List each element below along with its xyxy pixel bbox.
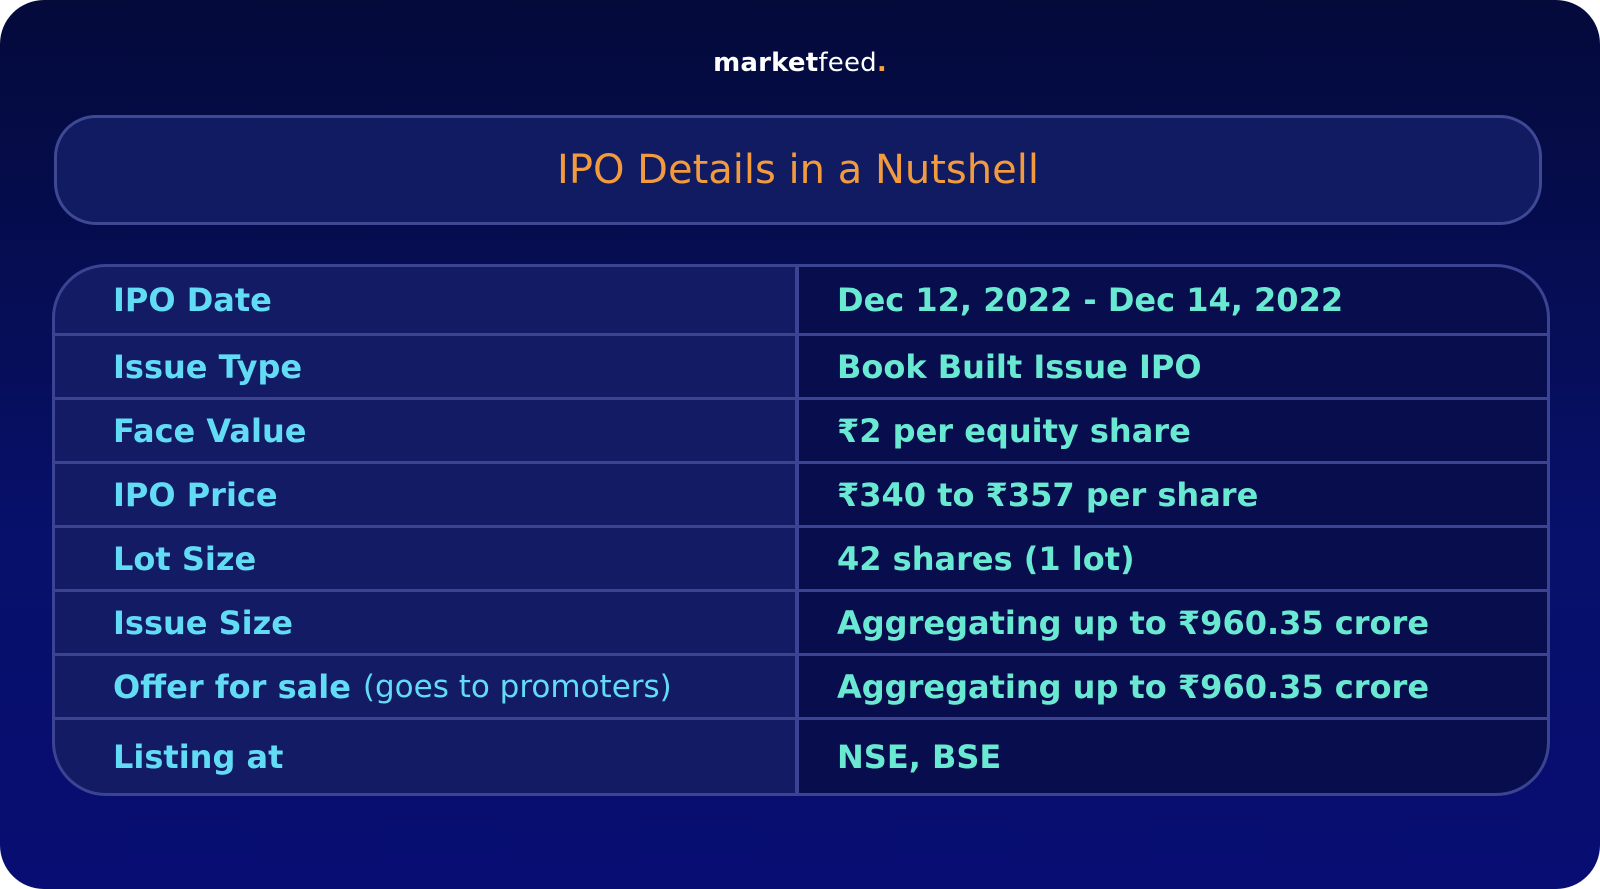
row-value: ₹2 per equity share <box>837 411 1191 450</box>
row-label-cell: Issue Type <box>55 336 795 397</box>
row-label: IPO Date <box>113 281 272 319</box>
brand-logo-regular: feed <box>818 48 877 78</box>
table-row-ipo-date: IPO Date Dec 12, 2022 - Dec 14, 2022 <box>55 267 1547 333</box>
brand-logo: marketfeed. <box>0 48 1600 78</box>
row-label-cell: Issue Size <box>55 592 795 653</box>
row-value-cell: Book Built Issue IPO <box>799 336 1547 397</box>
row-value-cell: Aggregating up to ₹960.35 crore <box>799 592 1547 653</box>
row-label: Listing at <box>113 737 284 776</box>
row-label-note: (goes to promoters) <box>362 668 672 705</box>
row-label: Issue Size <box>113 603 293 642</box>
row-label: Offer for sale <box>113 667 351 706</box>
table-row-face-value: Face Value ₹2 per equity share <box>55 400 1547 461</box>
row-label: Issue Type <box>113 347 303 386</box>
row-value-cell: ₹2 per equity share <box>799 400 1547 461</box>
row-value: ₹340 to ₹357 per share <box>837 475 1259 514</box>
row-value-cell: 42 shares (1 lot) <box>799 528 1547 589</box>
row-value: 42 shares (1 lot) <box>837 539 1135 578</box>
row-label-cell: Face Value <box>55 400 795 461</box>
row-label-cell: IPO Price <box>55 464 795 525</box>
title-banner: IPO Details in a Nutshell <box>54 115 1542 225</box>
table-row-listing-at: Listing at NSE, BSE <box>55 720 1547 793</box>
ipo-details-table: IPO Date Dec 12, 2022 - Dec 14, 2022 Iss… <box>52 264 1550 796</box>
row-label-cell: Listing at <box>55 720 795 793</box>
row-value: Aggregating up to ₹960.35 crore <box>837 603 1430 642</box>
table-row-issue-size: Issue Size Aggregating up to ₹960.35 cro… <box>55 592 1547 653</box>
table-row-issue-type: Issue Type Book Built Issue IPO <box>55 336 1547 397</box>
row-value-cell: ₹340 to ₹357 per share <box>799 464 1547 525</box>
brand-logo-dot: . <box>876 48 887 78</box>
row-value: Aggregating up to ₹960.35 crore <box>837 667 1430 706</box>
row-value: Book Built Issue IPO <box>837 347 1202 386</box>
row-value: NSE, BSE <box>837 737 1002 776</box>
row-value-cell: Aggregating up to ₹960.35 crore <box>799 656 1547 717</box>
row-label: IPO Price <box>113 475 278 514</box>
row-value-cell: Dec 12, 2022 - Dec 14, 2022 <box>799 267 1547 333</box>
table-row-ipo-price: IPO Price ₹340 to ₹357 per share <box>55 464 1547 525</box>
row-label-cell: IPO Date <box>55 267 795 333</box>
row-value: Dec 12, 2022 - Dec 14, 2022 <box>837 281 1344 319</box>
page-title: IPO Details in a Nutshell <box>557 147 1039 193</box>
row-label: Lot Size <box>113 539 257 578</box>
row-label-cell: Offer for sale (goes to promoters) <box>55 656 795 717</box>
row-value-cell: NSE, BSE <box>799 720 1547 793</box>
table-row-offer-for-sale: Offer for sale (goes to promoters) Aggreg… <box>55 656 1547 717</box>
row-label-cell: Lot Size <box>55 528 795 589</box>
brand-logo-bold: market <box>713 48 819 78</box>
row-label: Face Value <box>113 411 307 450</box>
table-row-lot-size: Lot Size 42 shares (1 lot) <box>55 528 1547 589</box>
